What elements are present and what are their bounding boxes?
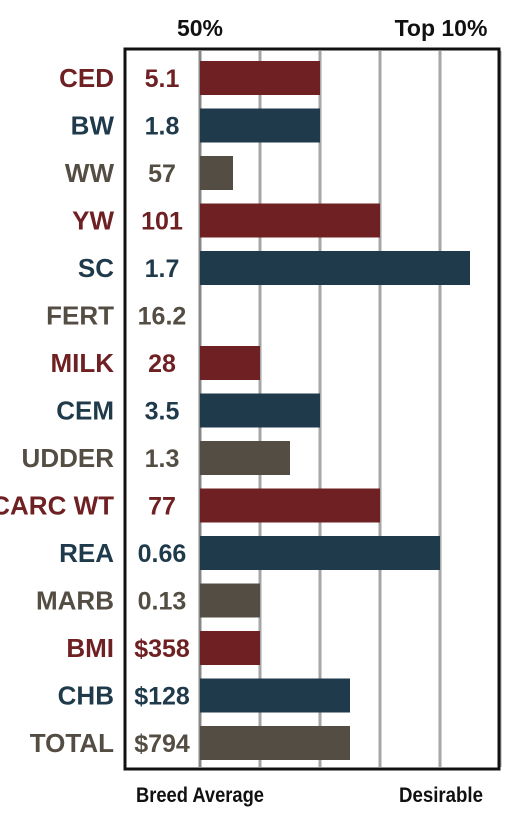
trait-label: TOTAL (30, 728, 114, 758)
value-label: 3.5 (145, 398, 180, 426)
bar (200, 251, 470, 285)
trait-label: CHB (58, 681, 114, 711)
bottom-label-desirable: Desirable (399, 784, 483, 807)
value-label: 77 (148, 493, 176, 521)
bar (200, 156, 233, 190)
value-label: 0.66 (138, 540, 187, 568)
bar (200, 536, 440, 570)
value-label: 57 (148, 160, 176, 188)
bar (200, 441, 290, 475)
labels: CED 5.1 BW 1.8 WW 57 YW 101 SC 1.7 FERT 16.2 MILK 28 C… (0, 63, 190, 758)
top-label-50: 50% (177, 15, 223, 41)
trait-label: CARC WT (0, 491, 114, 521)
value-label: $358 (134, 635, 190, 663)
trait-label: BW (71, 111, 115, 141)
trait-label: CEM (56, 396, 114, 426)
trait-label: REA (59, 538, 114, 568)
trait-label: YW (72, 206, 114, 236)
value-label: 28 (148, 350, 176, 378)
trait-label: BMI (66, 633, 114, 663)
bar (200, 583, 260, 618)
bar (200, 61, 320, 95)
value-label: 0.13 (138, 588, 187, 616)
bars (200, 61, 470, 760)
bottom-label-breed-average: Breed Average (136, 784, 264, 807)
bar (200, 678, 350, 713)
trait-label: FERT (46, 301, 114, 331)
bar (200, 726, 350, 760)
value-label: $794 (134, 730, 190, 758)
trait-label: SC (78, 253, 114, 283)
value-label: 1.7 (145, 255, 180, 283)
bar (200, 108, 320, 143)
value-label: 101 (141, 208, 183, 236)
bar (200, 393, 320, 428)
bar (200, 631, 260, 665)
top-label-top10: Top 10% (395, 15, 488, 41)
value-label: $128 (134, 683, 190, 711)
bar (200, 488, 380, 523)
trait-label: WW (65, 158, 115, 188)
value-label: 5.1 (145, 65, 180, 93)
trait-label: CED (59, 63, 114, 93)
trait-label: MILK (50, 348, 114, 378)
bar (200, 203, 380, 238)
value-label: 16.2 (138, 303, 187, 331)
value-label: 1.3 (145, 445, 180, 473)
bar (200, 346, 260, 380)
trait-label: MARB (36, 586, 114, 616)
plot-frame (123, 47, 501, 771)
trait-label: UDDER (22, 443, 115, 473)
value-label: 1.8 (145, 113, 180, 141)
